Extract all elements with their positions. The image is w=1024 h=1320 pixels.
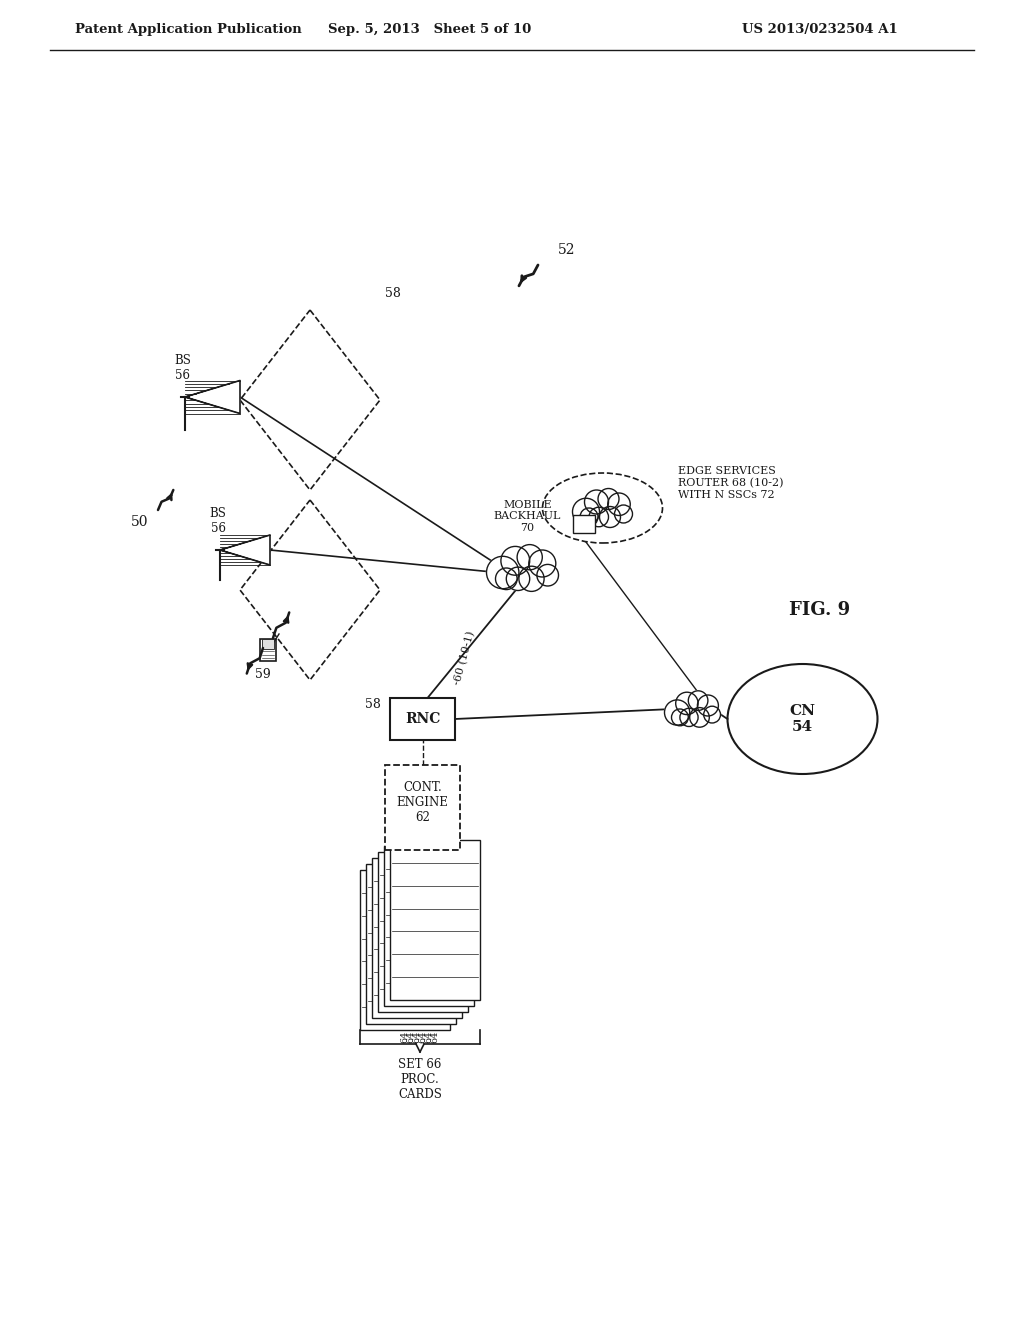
Text: 59: 59 xyxy=(255,668,271,681)
Circle shape xyxy=(697,696,719,715)
Ellipse shape xyxy=(727,664,878,774)
Circle shape xyxy=(486,556,519,589)
Text: Sep. 5, 2013   Sheet 5 of 10: Sep. 5, 2013 Sheet 5 of 10 xyxy=(329,24,531,37)
Text: 58: 58 xyxy=(385,286,400,300)
Text: 52: 52 xyxy=(558,243,575,257)
Text: 64: 64 xyxy=(413,1031,422,1043)
Circle shape xyxy=(703,706,721,723)
Circle shape xyxy=(537,565,558,586)
Polygon shape xyxy=(185,380,240,413)
Bar xyxy=(366,865,456,1024)
Bar xyxy=(384,846,474,1006)
Circle shape xyxy=(665,700,690,725)
Circle shape xyxy=(690,708,710,727)
Circle shape xyxy=(688,690,708,710)
Ellipse shape xyxy=(543,473,663,543)
Text: CONT.
ENGINE
62: CONT. ENGINE 62 xyxy=(396,781,449,824)
Bar xyxy=(260,639,276,661)
Text: 64: 64 xyxy=(407,1031,416,1043)
Circle shape xyxy=(676,692,698,714)
Circle shape xyxy=(572,498,599,525)
Text: SET 66
PROC.
CARDS: SET 66 PROC. CARDS xyxy=(398,1059,442,1101)
Bar xyxy=(360,870,450,1030)
Text: -60 (10-1): -60 (10-1) xyxy=(453,630,477,686)
Circle shape xyxy=(517,545,543,570)
Text: US 2013/0232504 A1: US 2013/0232504 A1 xyxy=(742,24,898,37)
Text: FIG. 9: FIG. 9 xyxy=(790,601,851,619)
Circle shape xyxy=(496,568,517,590)
Text: EDGE SERVICES
ROUTER 68 (10-2)
WITH N SSCs 72: EDGE SERVICES ROUTER 68 (10-2) WITH N SS… xyxy=(678,466,783,500)
Circle shape xyxy=(608,492,630,516)
Text: BS
56: BS 56 xyxy=(174,354,191,381)
Text: BS
56: BS 56 xyxy=(210,507,226,535)
Text: RNC: RNC xyxy=(404,711,440,726)
Bar xyxy=(390,840,480,1001)
Circle shape xyxy=(680,709,698,726)
Text: 64: 64 xyxy=(430,1031,439,1043)
Circle shape xyxy=(598,488,618,510)
Circle shape xyxy=(599,507,621,528)
Circle shape xyxy=(585,490,608,513)
Text: Patent Application Publication: Patent Application Publication xyxy=(75,24,302,37)
Circle shape xyxy=(580,508,598,525)
Circle shape xyxy=(506,568,529,590)
Text: 64: 64 xyxy=(419,1031,427,1043)
Bar xyxy=(385,766,460,850)
Bar xyxy=(378,851,468,1012)
Bar xyxy=(372,858,462,1018)
Text: 64: 64 xyxy=(400,1031,410,1043)
Bar xyxy=(262,639,273,649)
Text: 58: 58 xyxy=(365,698,381,711)
Circle shape xyxy=(614,506,633,523)
Text: MOBILE
BACKHAUL
70: MOBILE BACKHAUL 70 xyxy=(494,500,561,533)
Circle shape xyxy=(672,709,688,726)
Text: 50: 50 xyxy=(130,515,148,529)
Polygon shape xyxy=(220,535,270,565)
Circle shape xyxy=(519,566,544,591)
Bar xyxy=(572,515,595,533)
Text: CN
54: CN 54 xyxy=(790,704,815,734)
Circle shape xyxy=(589,507,608,527)
Circle shape xyxy=(501,546,529,576)
Text: 64: 64 xyxy=(425,1031,433,1043)
Bar xyxy=(390,698,455,741)
Circle shape xyxy=(528,550,556,577)
